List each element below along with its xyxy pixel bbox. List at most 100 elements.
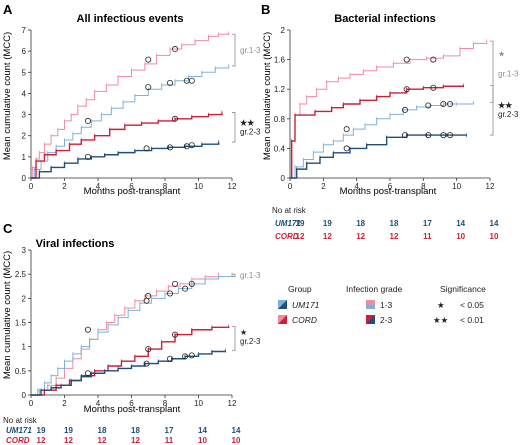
panel-c-risk-um171-cell: 19 (64, 426, 73, 435)
risk-table-b-cells: 19 19 18 18 17 14 14 12 12 12 12 11 10 10 (296, 219, 499, 241)
panel-a-series-um171-grade-2-3-censor-point (188, 142, 195, 149)
panel-b-annotation: ★★ (498, 101, 513, 110)
panel-c-annotation: gr.1-3 (240, 271, 261, 280)
panel-a-significance-bracket (232, 33, 236, 67)
legend-swatch-grade23-cord (366, 315, 375, 324)
panel-c-series-cord-grade-1-3-censor-point (172, 280, 179, 287)
panel-b-xtick-label: 0 (288, 182, 293, 191)
panel-c-series-um171-grade-2-3-censor-point (143, 360, 150, 367)
panel-a-series-um171-grade-1-3-censor-point (188, 77, 195, 84)
legend-group-title: Group (288, 284, 312, 294)
panel-c-ytick-label: 0 (22, 391, 27, 400)
panel-c-risk-um171-cell: 17 (165, 426, 174, 435)
panel-b-significance-bracket (490, 85, 494, 136)
panel-b-series-um171-grade-2-3-censor-point (440, 132, 447, 139)
panel-b-ytick-label: 1.6 (274, 56, 286, 65)
panel-a-series-um171-grade-1-3 (31, 65, 230, 179)
legend-label-cord: CORD (292, 315, 317, 325)
panel-a-xlabel: Months post-transplant (84, 186, 181, 197)
legend-group-um171: UM171 (278, 300, 320, 310)
panel-c-xtick-label: 8 (163, 399, 168, 408)
panel-b: B Bacterial infections Mean cumulative c… (261, 2, 519, 197)
panel-a-series-um171-grade-1-3-censor-point (145, 84, 152, 91)
risk-table-b-header: No at risk (272, 206, 307, 215)
panel-a-series-um171-grade-2-3-censor-point (84, 153, 91, 160)
panel-c-ytick-label: 1 (22, 343, 27, 352)
panel-c-series-um171-grade-1-3-censor-point (143, 297, 150, 304)
legend-swatch-cord-dark (278, 315, 287, 324)
panel-c-title: Viral infections (36, 238, 115, 250)
legend: Group UM171 CORD Infection grade 1-3 2-3… (278, 284, 486, 325)
panel-a-xtick-label: 10 (194, 182, 203, 191)
panel-a-series-um171-grade-2-3-censor-point (143, 145, 150, 152)
panel-a-xtick-label: 12 (228, 182, 237, 191)
panel-b-series-cord-grade-1-3 (290, 41, 488, 179)
panel-c-series-um171-grade-2-3-censor-point (182, 353, 189, 360)
risk-table-c-label-um171: UM171 (6, 426, 32, 435)
panel-a-ytick-label: 6 (22, 47, 27, 56)
panel-a-title: All infectious events (77, 13, 184, 25)
panel-c-annotations: gr.1-3 ★gr.2-3 (232, 271, 261, 351)
panel-b-risk-um171-cell: 17 (423, 219, 432, 228)
panel-c-risk-um171-cell: 18 (98, 426, 107, 435)
panel-b-series-um171-grade-1-3-censor-point (425, 102, 432, 109)
panel-b-risk-um171-cell: 14 (456, 219, 465, 228)
panel-c-significance-bracket (232, 273, 236, 277)
risk-table-c-cells: 19 19 18 18 17 14 14 12 12 12 12 11 10 10 (37, 426, 241, 445)
panel-b-risk-um171-cell: 19 (296, 219, 305, 228)
panel-b-xtick-label: 8 (421, 182, 426, 191)
panel-a-ytick-label: 1 (22, 153, 27, 162)
panel-b-annotations: ★ gr.1-3 ★★gr.2-3 (490, 40, 519, 136)
panel-b-risk-cord-cell: 12 (390, 232, 399, 241)
panel-c-series-um171-grade-2-3-censor-point (188, 352, 195, 359)
panel-b-series-um171-grade-1-3 (290, 102, 474, 179)
panel-a-ytick-label: 5 (22, 68, 27, 77)
panel-b-xtick-label: 12 (486, 182, 495, 191)
panel-a-ytick-label: 3 (22, 111, 27, 120)
legend-grade-1-3: 1-3 (366, 300, 393, 310)
panel-c-risk-cord-cell: 12 (131, 436, 140, 445)
panel-b-risk-cord-cell: 10 (490, 232, 499, 241)
panel-b-xlabel: Months post-transplant (340, 186, 437, 197)
panel-a-series-um171-grade-1-3-censor-point (167, 79, 174, 86)
panel-b-risk-um171-cell: 14 (490, 219, 499, 228)
panel-a: A All infectious events Mean cumulative … (2, 2, 261, 197)
panel-a-xtick-label: 8 (163, 182, 168, 191)
panel-a-series-cord-grade-1-3 (31, 33, 230, 179)
panel-c-ytick-label: 1.5 (15, 319, 27, 328)
panel-c-risk-um171-cell: 19 (37, 426, 46, 435)
panel-c-risk-cord-cell: 11 (165, 436, 174, 445)
risk-table-c-header: No at risk (3, 416, 38, 425)
panel-c-xtick-label: 12 (228, 399, 237, 408)
panel-c-xlabel: Months post-transplant (84, 404, 181, 415)
panel-c-series-um171-grade-1-3-censor-point (188, 280, 195, 287)
panel-a-series-cord-grade-1-3-censor-point (172, 46, 179, 53)
panel-c-series-um171-grade-1-3-censor-point (167, 290, 174, 297)
panel-c-series-um171-grade-1-3 (31, 274, 233, 396)
panel-a-ylabel: Mean cumulative count (MCC) (2, 32, 13, 160)
panel-b-series-um171-grade-1-3-censor-point (440, 101, 447, 108)
panel-c-significance-bracket (232, 325, 236, 351)
panel-a-significance-bracket (232, 112, 236, 143)
panel-a-xtick-label: 2 (62, 182, 67, 191)
panel-b-xtick-label: 2 (321, 182, 326, 191)
panel-a-series-cord-grade-1-3-censor-point (145, 56, 152, 63)
panel-c-series-um171-grade-1-3-censor-point (84, 326, 91, 333)
panel-b-annotation: gr.2-3 (498, 110, 519, 119)
risk-table-c: No at risk UM171 CORD 19 19 18 18 17 14 14 12 12… (3, 416, 241, 445)
risk-table-c-label-cord: CORD (6, 436, 30, 445)
panel-b-series-um171-grade-2-3-censor-point (425, 132, 432, 139)
panel-a-annotation: gr.2-3 (240, 127, 261, 136)
risk-table-b-label-cord: CORD (275, 232, 299, 241)
legend-label-grade-2-3: 2-3 (380, 315, 393, 325)
panel-c-xtick-label: 2 (62, 399, 67, 408)
panel-b-series-cord-grade-2-3-censor-point (430, 84, 437, 91)
panel-b-risk-cord-cell: 11 (423, 232, 432, 241)
legend-sig-symbol-1: ★ (437, 300, 445, 310)
panel-b-title: Bacterial infections (334, 13, 435, 25)
panel-a-series-cord-grade-2-3 (31, 112, 223, 179)
panel-b-xtick-label: 4 (354, 182, 359, 191)
panel-a-annotations: gr.1-3 ★★gr.2-3 (232, 33, 261, 143)
